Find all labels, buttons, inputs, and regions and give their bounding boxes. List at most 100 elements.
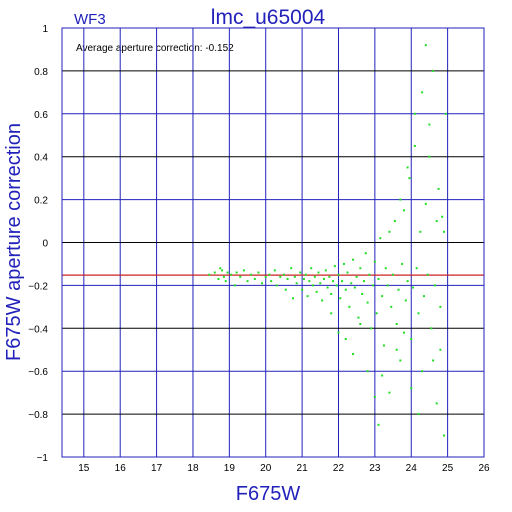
data-point [395,348,398,351]
data-point [402,331,405,334]
data-point [290,267,293,270]
data-point [282,273,285,276]
data-point [428,123,431,126]
data-point [352,353,355,356]
data-point [301,288,304,291]
x-tick-label: 15 [78,463,90,474]
chart-title: lmc_u65004 [211,6,326,29]
data-point [306,295,309,298]
data-point [293,275,296,278]
data-point [208,273,211,276]
data-point [444,112,447,115]
data-point [424,44,427,47]
x-tick-label: 26 [478,463,490,474]
data-point [222,275,225,278]
x-tick-label: 20 [260,463,272,474]
data-point [346,271,349,274]
data-point [410,387,413,390]
data-point [388,230,391,233]
data-point [292,297,295,300]
x-tick-labels: 15 16 17 18 19 20 21 22 23 24 25 26 [78,463,490,474]
y-tick-label: −0.2 [28,281,48,292]
data-point [337,273,340,276]
data-point [388,391,391,394]
data-points [208,44,447,437]
data-point [381,295,384,298]
data-point [370,327,373,330]
data-point [328,275,331,278]
y-tick-labels: −1 −0.8 −0.6 −0.4 −0.2 0 0.2 0.4 0.6 0.8 1 [28,24,48,464]
data-point [417,413,420,416]
grid-lines [62,27,485,458]
data-point [261,282,264,285]
data-point [357,316,360,319]
data-point [286,277,289,280]
x-tick-label: 22 [333,463,345,474]
data-point [415,267,418,270]
data-point [422,295,425,298]
data-point [406,166,409,169]
data-point [417,312,420,315]
data-point [273,269,276,272]
data-point [433,284,436,287]
data-point [344,288,347,291]
data-point [359,323,362,326]
data-point [313,275,316,278]
data-point [326,286,329,289]
data-point [257,271,260,274]
data-point [250,273,253,276]
data-point [284,288,287,291]
x-axis-label: F675W [236,483,301,505]
y-tick-label: −0.6 [28,367,48,378]
data-point [377,423,380,426]
data-point [279,275,282,278]
data-point [221,269,224,272]
data-point [342,262,345,265]
y-tick-label: 1 [42,24,48,35]
x-tick-label: 18 [187,463,199,474]
data-point [299,271,302,274]
average-correction-note: Average aperture correction: -0.152 [76,43,234,54]
data-point [353,286,356,289]
x-tick-label: 19 [224,463,236,474]
data-point [230,273,233,276]
data-point [419,230,422,233]
data-point [399,198,402,201]
data-point [432,359,435,362]
data-point [337,331,340,334]
data-point [401,262,404,265]
data-point [379,237,382,240]
x-tick-label: 16 [115,463,127,474]
data-point [441,215,444,218]
data-point [442,230,445,233]
data-point [428,155,431,158]
data-point [404,299,407,302]
data-point [233,284,236,287]
data-point [366,301,369,304]
data-point [393,220,396,223]
data-point [270,280,273,283]
y-tick-label: 0 [42,239,48,250]
data-point [421,370,424,373]
data-point [217,277,220,280]
data-point [384,267,387,270]
data-point [235,271,238,274]
data-point [413,112,416,115]
data-point [426,273,429,276]
data-point [395,323,398,326]
data-point [330,312,333,315]
data-point [435,402,438,405]
x-tick-label: 21 [297,463,309,474]
data-point [264,275,267,278]
data-point [424,202,427,205]
data-point [350,282,353,285]
data-point [302,277,305,280]
data-point [399,359,402,362]
data-point [410,338,413,341]
x-tick-label: 24 [406,463,418,474]
data-point [372,284,375,287]
x-tick-label: 17 [151,463,163,474]
data-point [366,370,369,373]
data-point [375,312,378,315]
